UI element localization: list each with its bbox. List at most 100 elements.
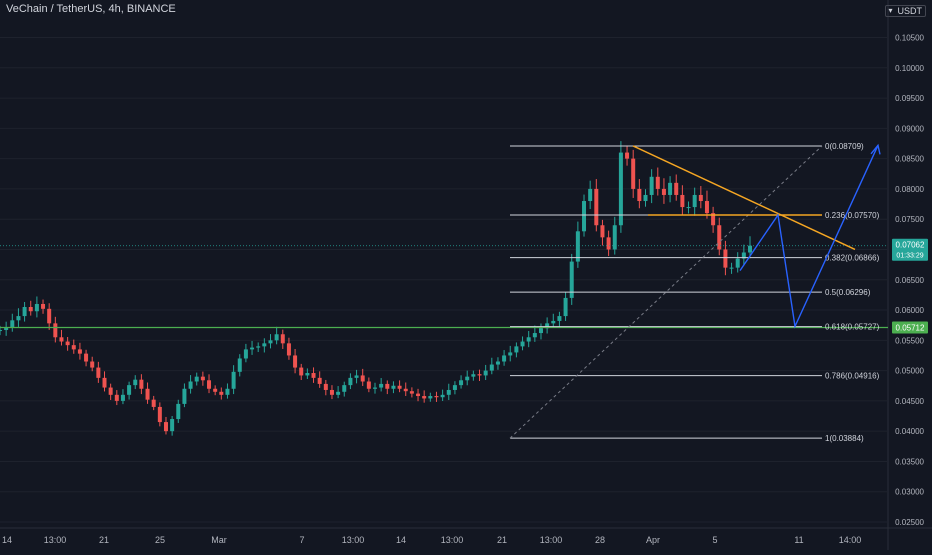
candle-body	[557, 316, 562, 321]
countdown-timer: 01:33:29	[896, 253, 923, 260]
candle-body	[329, 389, 334, 395]
candle-body	[243, 349, 248, 359]
candle-body	[717, 225, 722, 250]
candle-body	[704, 201, 709, 214]
candle-body	[520, 341, 525, 347]
y-tick-label: 0.03000	[895, 488, 924, 497]
candle-body	[526, 337, 531, 342]
candle-body	[538, 328, 543, 334]
fib-level-label: 0.382(0.06866)	[825, 254, 880, 263]
candle-body	[22, 307, 27, 317]
support-price-tag	[892, 321, 928, 334]
candle-body	[477, 374, 482, 376]
candle-body	[594, 188, 599, 226]
candle-body	[391, 385, 396, 389]
candle-body	[84, 353, 89, 362]
candle-body	[207, 380, 212, 389]
candle-body	[305, 373, 310, 376]
y-tick-label: 0.05500	[895, 336, 924, 345]
candle-body	[71, 345, 76, 350]
y-tick-label: 0.08500	[895, 155, 924, 164]
candle-body	[250, 347, 255, 350]
candle-body	[268, 340, 273, 344]
candle-body	[612, 225, 617, 250]
candle-body	[16, 316, 21, 321]
candle-body	[446, 389, 451, 395]
candle-body	[0, 330, 2, 332]
candle-body	[416, 393, 421, 397]
candle-body	[606, 237, 611, 250]
y-tick-label: 0.08000	[895, 185, 924, 194]
candle-body	[680, 194, 685, 208]
candle-body	[495, 361, 500, 365]
currency-selector[interactable]: ▾ USDT	[884, 5, 926, 17]
candle-body	[90, 361, 95, 368]
candle-body	[428, 396, 433, 399]
y-tick-label: 0.09500	[895, 94, 924, 103]
candle-body	[637, 188, 642, 202]
current-price-value: 0.07062	[896, 241, 925, 250]
candle-body	[631, 158, 636, 189]
candle-body	[176, 403, 181, 420]
candle-body	[114, 394, 119, 401]
descending-trend-line	[632, 145, 856, 251]
projection-arrowhead	[870, 143, 881, 155]
y-tick-label: 0.10500	[895, 34, 924, 43]
candle-body	[293, 355, 298, 368]
y-tick-label: 0.10000	[895, 64, 924, 73]
fib-level-label: 0.618(0.05727)	[825, 323, 880, 332]
x-tick-label: 5	[712, 535, 717, 545]
chart-title: VeChain / TetherUS, 4h, BINANCE	[6, 3, 176, 15]
candle-body	[213, 388, 218, 392]
candle-body	[600, 225, 605, 238]
candle-body	[170, 419, 175, 432]
support-price-tag-label: 0.05712	[896, 323, 925, 332]
y-tick-label: 0.07500	[895, 215, 924, 224]
candle-body	[618, 152, 623, 226]
candle-body	[77, 349, 82, 354]
candle-body	[348, 377, 353, 386]
candle-body	[434, 396, 439, 398]
candle-body	[108, 387, 113, 395]
candle-body	[422, 396, 427, 399]
candle-body	[465, 376, 470, 381]
y-tick-label: 0.02500	[895, 518, 924, 527]
candle-body	[354, 375, 359, 378]
chevron-down-icon: ▾	[888, 6, 893, 15]
candle-body	[748, 245, 752, 253]
candle-body	[452, 385, 457, 390]
x-tick-label: 13:00	[342, 535, 365, 545]
candle-body	[661, 188, 666, 195]
fib-level-label: 1(0.03884)	[825, 434, 864, 443]
candle-body	[551, 320, 556, 324]
candle-body	[643, 194, 648, 202]
candle-body	[256, 346, 261, 348]
candle-body	[299, 367, 304, 376]
candle-body	[151, 399, 156, 407]
candle-body	[508, 352, 513, 356]
y-tick-label: 0.04000	[895, 427, 924, 436]
candle-body	[96, 367, 101, 378]
candle-body	[139, 379, 144, 389]
y-tick-label: 0.05000	[895, 367, 924, 376]
candle-body	[317, 377, 322, 384]
x-tick-label: Apr	[646, 535, 660, 545]
candle-body	[409, 391, 414, 394]
candle-body	[262, 343, 267, 347]
x-tick-label: 14	[2, 535, 12, 545]
candle-body	[545, 323, 550, 329]
candle-body	[575, 231, 580, 262]
candle-body	[563, 297, 568, 317]
fib-level-label: 0.236(0.07570)	[825, 211, 880, 220]
candle-body	[280, 334, 285, 344]
candle-body	[403, 388, 408, 392]
x-tick-label: 7	[299, 535, 304, 545]
currency-label: USDT	[897, 6, 923, 16]
y-tick-label: 0.04500	[895, 397, 924, 406]
fib-level-label: 0.786(0.04916)	[825, 372, 880, 381]
candle-body	[182, 388, 187, 404]
candle-body	[489, 364, 494, 371]
fib-level-label: 0(0.08709)	[825, 142, 864, 151]
